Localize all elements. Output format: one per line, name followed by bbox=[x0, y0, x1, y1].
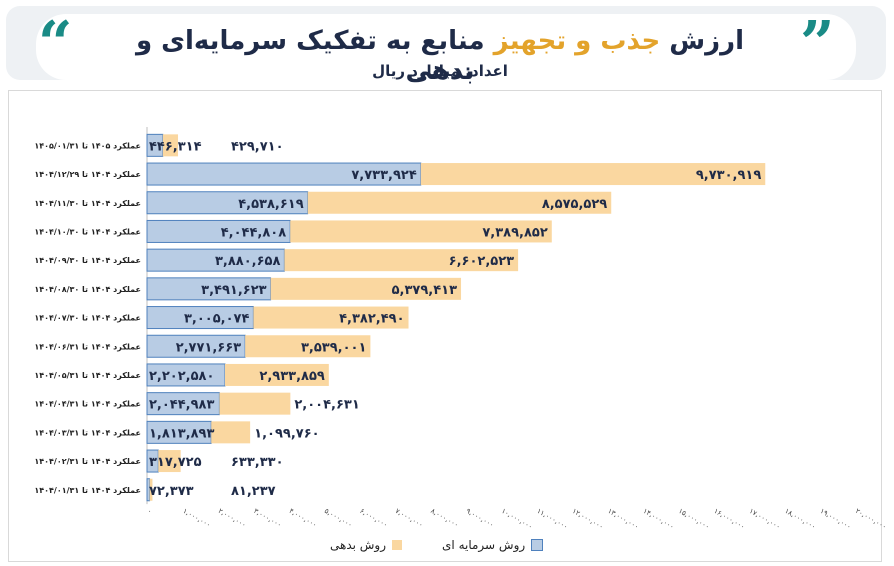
title-suffix: منابع به تفکیک سرمایه‌ای و بدهی bbox=[135, 26, 485, 86]
x-tick-label: ۱۷,۰۰۰,۰۰۰ bbox=[748, 507, 782, 531]
chart-legend: روش سرمایه ای روش بدهی bbox=[330, 536, 544, 554]
legend-item-equity: روش سرمایه ای bbox=[442, 536, 544, 554]
bar-debt bbox=[211, 421, 251, 444]
bar-debt bbox=[270, 277, 462, 300]
data-label-equity: ۳,۰۰۵,۰۷۴ bbox=[184, 312, 249, 327]
data-label-debt: ۴۲۹,۷۱۰ bbox=[231, 139, 284, 154]
data-label-equity: ۴۴۶,۳۱۴ bbox=[149, 139, 202, 154]
data-label-equity: ۴,۵۳۸,۶۱۹ bbox=[238, 197, 303, 212]
quote-close-icon: ” bbox=[800, 9, 835, 79]
header-panel bbox=[6, 6, 886, 80]
data-label-equity: ۷۲,۳۷۳ bbox=[149, 484, 194, 499]
bar-debt bbox=[253, 306, 409, 329]
data-label-debt: ۸۱,۲۳۷ bbox=[231, 484, 276, 499]
bar-debt bbox=[149, 478, 153, 501]
x-tick-label: ۴,۰۰۰,۰۰۰ bbox=[288, 507, 319, 529]
x-tick-label: ۱۳,۰۰۰,۰۰۰ bbox=[606, 507, 640, 531]
bar-debt bbox=[158, 450, 181, 473]
category-label: عملکرد ۱۴۰۴ تا ۱۴۰۴/۰۷/۳۰ bbox=[34, 314, 141, 323]
legend-label-debt: روش بدهی bbox=[330, 538, 387, 552]
x-tick-label: ۱۵,۰۰۰,۰۰۰ bbox=[677, 507, 711, 531]
data-label-equity: ۷,۷۳۳,۹۲۴ bbox=[351, 168, 416, 183]
legend-swatch-debt bbox=[392, 540, 403, 550]
data-label-debt: ۹,۷۳۰,۹۱۹ bbox=[696, 168, 761, 183]
x-tick-label: ۱۴,۰۰۰,۰۰۰ bbox=[642, 507, 676, 531]
x-tick-label: ۰ bbox=[146, 507, 153, 516]
category-label: عملکرد ۱۴۰۵ تا ۱۴۰۵/۰۱/۳۱ bbox=[34, 141, 141, 150]
header-banner bbox=[36, 14, 856, 80]
bar-debt bbox=[290, 220, 552, 243]
legend-item-debt: روش بدهی bbox=[330, 536, 403, 554]
x-tick-label: ۱۲,۰۰۰,۰۰۰ bbox=[571, 507, 605, 531]
x-tick-label: ۵,۰۰۰,۰۰۰ bbox=[323, 507, 354, 529]
title-prefix: ارزش bbox=[669, 26, 745, 56]
data-label-debt: ۸,۵۷۵,۵۲۹ bbox=[542, 197, 607, 212]
bar-debt bbox=[224, 363, 329, 386]
x-tick-label: ۱,۰۰۰,۰۰۰ bbox=[181, 507, 212, 529]
x-tick-label: ۱۰,۰۰۰,۰۰۰ bbox=[500, 507, 534, 531]
data-label-debt: ۶۳۳,۳۳۰ bbox=[231, 455, 284, 470]
x-tick-label: ۹,۰۰۰,۰۰۰ bbox=[465, 507, 496, 529]
data-label-equity: ۳,۴۹۱,۶۲۳ bbox=[201, 283, 266, 298]
data-label-debt: ۵,۳۷۹,۴۱۳ bbox=[392, 283, 457, 298]
data-label-equity: ۲,۷۷۱,۶۶۳ bbox=[176, 340, 241, 355]
x-tick-label: ۸,۰۰۰,۰۰۰ bbox=[429, 507, 460, 529]
legend-swatch-equity bbox=[531, 539, 544, 551]
bar-debt bbox=[307, 191, 612, 214]
category-label: عملکرد ۱۴۰۴ تا ۱۴۰۴/۱۲/۲۹ bbox=[34, 170, 141, 179]
bar-debt bbox=[162, 134, 179, 157]
bar-debt bbox=[284, 249, 519, 272]
title-highlight: جذب و تجهیز bbox=[493, 26, 661, 56]
data-label-debt: ۴,۳۸۲,۴۹۰ bbox=[339, 312, 404, 327]
data-label-debt: ۲,۰۰۴,۶۳۱ bbox=[294, 398, 359, 413]
category-label: عملکرد ۱۴۰۴ تا ۱۴۰۴/۰۱/۳۱ bbox=[34, 486, 141, 495]
category-label: عملکرد ۱۴۰۴ تا ۱۴۰۴/۰۴/۳۱ bbox=[34, 400, 141, 409]
x-tick-label: ۱۹,۰۰۰,۰۰۰ bbox=[819, 507, 853, 531]
bar-debt bbox=[420, 163, 766, 186]
data-label-debt: ۷,۳۸۹,۸۵۲ bbox=[482, 225, 547, 240]
data-label-debt: ۶,۶۰۲,۵۲۳ bbox=[449, 254, 514, 269]
data-label-equity: ۳۱۷,۷۲۵ bbox=[149, 455, 202, 470]
data-label-equity: ۲,۰۴۴,۹۸۳ bbox=[149, 398, 214, 413]
category-label: عملکرد ۱۴۰۴ تا ۱۴۰۴/۰۶/۳۱ bbox=[34, 342, 141, 351]
data-label-equity: ۱,۸۱۳,۸۹۳ bbox=[149, 426, 214, 441]
data-label-debt: ۱,۰۹۹,۷۶۰ bbox=[254, 426, 319, 441]
data-label-debt: ۳,۵۳۹,۰۰۱ bbox=[301, 340, 366, 355]
quote-open-icon: “ bbox=[38, 9, 73, 79]
category-label: عملکرد ۱۴۰۴ تا ۱۴۰۴/۰۲/۳۱ bbox=[34, 457, 141, 466]
chart-title: ارزش جذب و تجهیز منابع به تفکیک سرمایه‌ا… bbox=[120, 26, 760, 86]
x-tick-label: ۲,۰۰۰,۰۰۰ bbox=[217, 507, 248, 529]
data-label-equity: ۲,۲۰۲,۵۸۰ bbox=[149, 369, 214, 384]
category-label: عملکرد ۱۴۰۴ تا ۱۴۰۴/۰۳/۳۱ bbox=[34, 428, 141, 437]
x-tick-label: ۳,۰۰۰,۰۰۰ bbox=[252, 507, 283, 529]
data-label-debt: ۲,۹۳۳,۸۵۹ bbox=[259, 369, 324, 384]
category-label: عملکرد ۱۴۰۴ تا ۱۴۰۴/۱۰/۳۰ bbox=[34, 227, 141, 236]
x-tick-label: ۱۶,۰۰۰,۰۰۰ bbox=[712, 507, 746, 531]
data-label-equity: ۴,۰۴۴,۸۰۸ bbox=[221, 225, 286, 240]
category-label: عملکرد ۱۴۰۴ تا ۱۴۰۴/۰۵/۳۱ bbox=[34, 371, 141, 380]
x-tick-label: ۲۰,۰۰۰,۰۰۰ bbox=[854, 507, 888, 531]
x-tick-label: ۱۱,۰۰۰,۰۰۰ bbox=[535, 507, 569, 531]
category-label: عملکرد ۱۴۰۴ تا ۱۴۰۴/۱۱/۳۰ bbox=[34, 199, 141, 208]
chart-subtitle: اعداد: میلیارد ریال bbox=[372, 62, 508, 80]
x-tick-label: ۱۸,۰۰۰,۰۰۰ bbox=[783, 507, 817, 531]
category-label: عملکرد ۱۴۰۴ تا ۱۴۰۴/۰۹/۳۰ bbox=[34, 256, 141, 265]
bar-debt bbox=[219, 392, 291, 415]
x-tick-label: ۷,۰۰۰,۰۰۰ bbox=[394, 507, 425, 529]
legend-label-equity: روش سرمایه ای bbox=[442, 538, 526, 552]
category-label: عملکرد ۱۴۰۴ تا ۱۴۰۴/۰۸/۳۰ bbox=[34, 285, 141, 294]
x-tick-label: ۶,۰۰۰,۰۰۰ bbox=[358, 507, 389, 529]
data-label-equity: ۳,۸۸۰,۶۵۸ bbox=[215, 254, 280, 269]
bar-debt bbox=[245, 335, 371, 358]
